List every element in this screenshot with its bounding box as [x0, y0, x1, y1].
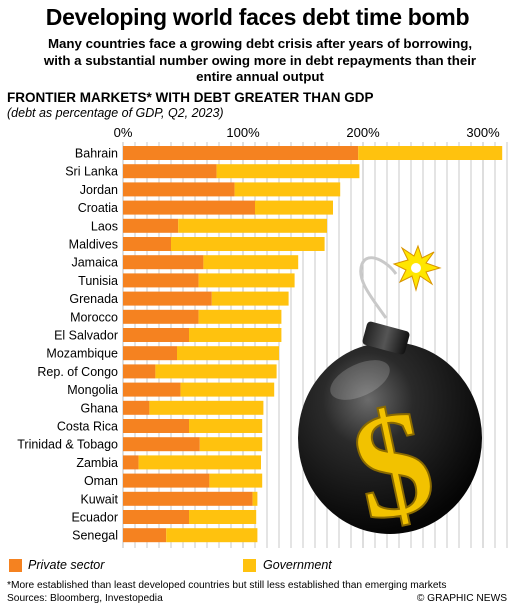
category-label: Senegal — [72, 529, 118, 543]
bar-private — [123, 382, 181, 397]
category-label: Laos — [91, 219, 118, 233]
x-axis-ticks: 0% 100% 200% 300% — [114, 125, 500, 140]
x-tick-label: 100% — [226, 125, 260, 140]
category-label: Ghana — [80, 401, 118, 415]
bar-government — [198, 273, 295, 288]
category-label: Jamaica — [71, 256, 118, 270]
bar-private — [123, 273, 199, 288]
legend-swatch-private — [9, 559, 22, 572]
bar-private — [123, 200, 255, 215]
bar-government — [255, 200, 333, 215]
bar-private — [123, 291, 212, 306]
section-title: FRONTIER MARKETS* WITH DEBT GREATER THAN… — [7, 90, 374, 105]
bar-private — [123, 419, 189, 433]
category-label: Ecuador — [71, 511, 118, 525]
bar-private — [123, 255, 204, 270]
bomb-illustration: $ — [298, 244, 482, 555]
footnote: *More established than least developed c… — [7, 580, 447, 591]
bar-government — [189, 419, 263, 433]
section-subtitle: (debt as percentage of GDP, Q2, 2023) — [7, 106, 224, 120]
bar-government — [209, 473, 263, 488]
bar-government — [234, 182, 341, 197]
category-label: Morocco — [70, 310, 118, 324]
legend-government: Government — [243, 558, 332, 572]
category-label: Mongolia — [67, 383, 118, 397]
bar-private — [123, 510, 189, 524]
category-label: Kuwait — [80, 492, 118, 506]
category-label: Jordan — [80, 183, 118, 197]
category-label: Tunisia — [78, 274, 118, 288]
bar-government — [171, 237, 325, 251]
bar-private — [123, 364, 156, 379]
bar-government — [203, 255, 299, 270]
bar-private — [123, 437, 200, 452]
x-tick-label: 300% — [466, 125, 500, 140]
fuse — [359, 256, 398, 319]
bar-private — [123, 237, 171, 251]
bar-private — [123, 346, 177, 361]
category-label: Grenada — [69, 292, 118, 306]
bar-government — [198, 309, 282, 324]
category-label: Costa Rica — [57, 420, 118, 434]
bar-government — [189, 328, 282, 342]
bar-government — [166, 528, 258, 543]
bar-private — [123, 164, 217, 179]
category-labels: Bahrain Sri Lanka Jordan Croatia Laos Maldive… — [17, 147, 118, 543]
bar-government — [211, 291, 289, 306]
legend-swatch-government — [243, 559, 256, 572]
bars — [123, 146, 503, 543]
bar-private — [123, 400, 150, 415]
bar-government — [358, 146, 503, 160]
bar-private — [123, 182, 235, 197]
bar-private — [123, 309, 199, 324]
sources: Sources: Bloomberg, Investopedia — [7, 593, 163, 604]
spark-icon — [392, 244, 442, 292]
bar-government — [177, 346, 279, 361]
bomb-body — [298, 342, 482, 534]
bar-private — [123, 473, 210, 488]
legend-private: Private sector — [9, 558, 104, 572]
legend-label-government: Government — [263, 558, 332, 572]
category-label: Zambia — [76, 456, 118, 470]
bar-government — [138, 455, 261, 470]
bar-private — [123, 528, 167, 543]
category-label: Croatia — [78, 201, 118, 215]
bar-government — [252, 491, 258, 506]
bar-private — [123, 455, 139, 470]
category-label: Bahrain — [75, 147, 118, 161]
bar-government — [178, 218, 327, 233]
category-label: Rep. of Congo — [37, 365, 118, 379]
x-tick-label: 0% — [114, 125, 133, 140]
bar-private — [123, 328, 189, 342]
category-label: Mozambique — [46, 347, 118, 361]
bar-government — [216, 164, 360, 179]
bomb-cap — [362, 321, 410, 355]
legend-label-private: Private sector — [28, 558, 105, 572]
category-label: El Salvador — [54, 329, 118, 343]
bar-private — [123, 491, 253, 506]
bar-government — [180, 382, 275, 397]
category-label: Sri Lanka — [65, 165, 118, 179]
bar-private — [123, 218, 179, 233]
bar-government — [199, 437, 263, 452]
category-label: Maldives — [69, 238, 118, 252]
bar-government — [155, 364, 277, 379]
chart-title: Developing world faces debt time bomb — [45, 4, 470, 30]
x-tick-label: 200% — [346, 125, 380, 140]
chart-subtitle: Many countries face a growing debt crisi… — [43, 36, 477, 84]
credit: © GRAPHIC NEWS — [416, 593, 507, 604]
bar-private — [123, 146, 359, 160]
category-label: Trinidad & Tobago — [17, 438, 118, 452]
bar-government — [189, 510, 257, 524]
category-label: Oman — [84, 474, 118, 488]
bar-government — [149, 400, 264, 415]
